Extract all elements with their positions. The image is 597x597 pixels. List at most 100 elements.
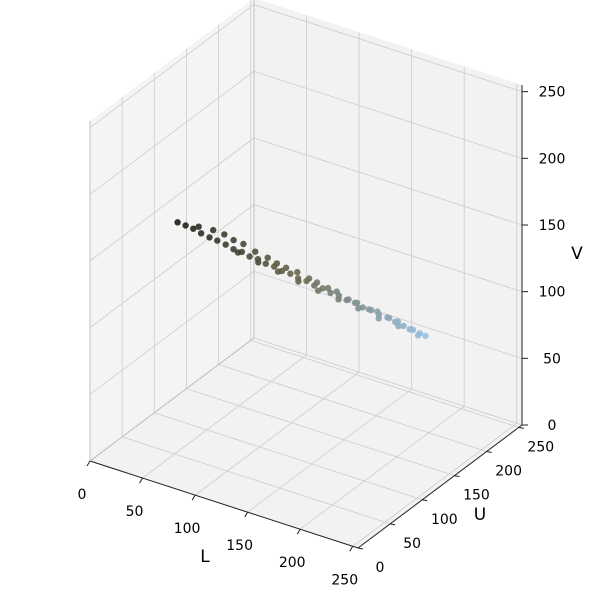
floor-grid-y [154, 412, 423, 501]
axis-lines [89, 0, 523, 549]
x-axis-line [89, 460, 359, 549]
scatter-point [197, 230, 205, 237]
x-tick-label: 200 [279, 555, 306, 571]
axis-panes [90, 0, 522, 548]
scatter-point [190, 225, 197, 232]
z-tick-label: 100 [539, 285, 566, 301]
back-grid-z [253, 4, 523, 93]
scatter-point [255, 259, 262, 266]
left-grid-z [89, 271, 255, 395]
y-tick-mark [357, 547, 364, 550]
data-points [174, 219, 429, 339]
scatter-point [345, 296, 352, 303]
scatter-point [273, 260, 281, 267]
z-tick-label: 50 [543, 351, 561, 367]
scatter-point [315, 287, 322, 294]
x-tick-mark [349, 546, 354, 552]
y-tick-label: 50 [403, 536, 421, 552]
y-tick-label: 200 [495, 464, 522, 480]
y-tick-mark [518, 426, 524, 429]
scatter-point [375, 315, 382, 322]
scatter-point [422, 332, 429, 339]
scatter-point [333, 288, 340, 295]
x-tick-label: 100 [174, 521, 201, 537]
x-tick-label: 50 [126, 504, 144, 520]
scatter-point [395, 323, 402, 330]
scatter-point [305, 275, 313, 282]
scatter-point [335, 296, 342, 303]
y-tick-label: 0 [376, 560, 385, 576]
y-tick-label: 150 [463, 488, 490, 504]
scatter-point [355, 305, 362, 312]
z-tick-label: 250 [539, 85, 566, 101]
floor-grid-x [194, 371, 360, 496]
x-axis-label: L [200, 547, 210, 567]
scatter-point [264, 254, 271, 261]
x-tick-label: 250 [331, 572, 358, 588]
left-grid-z [89, 204, 255, 328]
scatter-point [327, 289, 334, 296]
scatter-point [313, 279, 321, 286]
x-tick-label: 150 [226, 538, 253, 554]
scatter-point [214, 237, 221, 244]
x-tick-mark [191, 494, 196, 501]
z-axis-label: V [571, 244, 583, 264]
scatter-point [353, 299, 361, 307]
scatter-point [240, 240, 247, 248]
scatter-point [234, 249, 242, 256]
scatter-point [210, 226, 217, 234]
floor-grid-x [352, 422, 517, 547]
scatter-point [294, 268, 301, 276]
floor-pane [90, 338, 522, 548]
back-grid-z [253, 337, 523, 426]
floor-grid-x [247, 388, 412, 513]
x-tick-mark [244, 511, 249, 518]
left-grid-z [89, 137, 255, 262]
x-tick-mark [86, 460, 91, 467]
z-tick-label: 200 [539, 151, 566, 167]
floor-grid-y [250, 340, 519, 428]
back-grid-z [253, 70, 523, 159]
scatter-point [221, 231, 228, 238]
y-tick-mark [390, 523, 396, 526]
scatter-point [282, 264, 290, 271]
scatter-point [365, 306, 373, 313]
floor-grid-y [122, 436, 391, 525]
left-pane [90, 0, 254, 461]
scatter-point [230, 246, 237, 253]
scatter-point [182, 222, 189, 229]
scatter-point [287, 270, 294, 277]
tick-labels: 0 50 100 150 200 250 0 50 100 150 200 250 0 50 100 150 2… [78, 85, 566, 589]
floor-grid-x [299, 405, 465, 530]
scatter-point [295, 278, 302, 285]
scatter-point [400, 322, 407, 330]
scatter-point [206, 234, 213, 241]
y-axis-label: U [474, 505, 486, 525]
scatter-point [252, 248, 259, 255]
floor-grid-y [186, 388, 455, 477]
z-tick-label: 0 [548, 418, 557, 434]
scatter-point [324, 284, 332, 292]
x-tick-mark [139, 477, 143, 484]
scatter-point [409, 326, 417, 333]
scatter-point [222, 241, 229, 248]
z-tick-label: 150 [539, 218, 566, 234]
scatter-point [386, 314, 393, 322]
y-tick-label: 100 [431, 512, 458, 528]
left-grid-z [89, 4, 255, 128]
floor-grid-y [218, 364, 487, 452]
scatter-point [195, 223, 202, 230]
scatter-point [414, 332, 422, 339]
scatter-point [230, 236, 237, 244]
floor-grid-x [142, 354, 307, 479]
x-tick-label: 0 [78, 487, 87, 503]
y-tick-mark [486, 451, 492, 454]
back-grid-z [253, 204, 523, 293]
back-grid-z [253, 137, 523, 226]
y-axis-line [357, 424, 523, 549]
y-tick-label: 250 [527, 439, 554, 455]
scatter-point [174, 219, 181, 226]
y-tick-mark [454, 475, 460, 478]
left-grid-z [89, 71, 255, 195]
